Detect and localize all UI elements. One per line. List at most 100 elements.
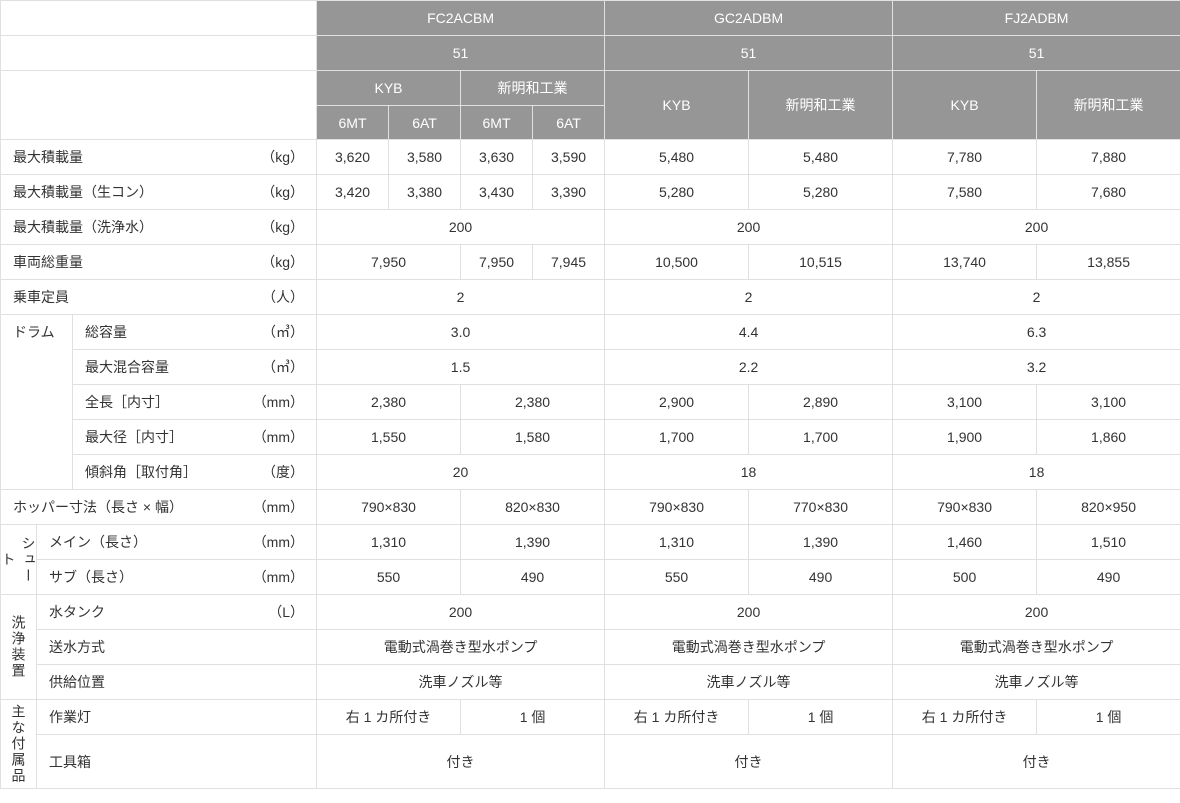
cell: 5,280 [749,175,893,210]
cell: 洗車ノズル等 [317,665,605,700]
cell: 1,460 [893,525,1037,560]
cell: 1,700 [749,420,893,455]
cell: 付き [317,735,605,789]
cell: 13,740 [893,245,1037,280]
model-fj: FJ2ADBM [893,1,1180,36]
cell: 1,860 [1037,420,1180,455]
cell: 1,390 [461,525,605,560]
cell: 2,380 [317,385,461,420]
cell: 550 [317,560,461,595]
trans-kyb-mt: 6MT [317,106,389,140]
label-drum-total: 総容量（㎥） [73,315,317,350]
label-wash-tank: 水タンク （L） [37,595,317,630]
label-acc: 主な付属品 [1,700,37,789]
cell: 200 [317,210,605,245]
label-text: 最大径［内寸］ [85,429,183,445]
cell: 7,945 [533,245,605,280]
row-chute-sub: サブ（長さ）（mm） 550 490 550 490 500 490 [1,560,1180,595]
cell: 電動式渦巻き型水ポンプ [317,630,605,665]
label-text: 最大積載量（生コン） [13,184,153,200]
cell: 付き [893,735,1180,789]
unit-text: （人） [262,287,304,307]
unit-text: （mm） [253,392,304,412]
row-drum-total: ドラム 総容量（㎥） 3.0 4.4 6.3 [1,315,1180,350]
unit-text: （度） [262,462,304,482]
cell: 3,580 [389,140,461,175]
unit-text: （kg） [261,147,304,167]
cell: 490 [1037,560,1180,595]
cell: 2,380 [461,385,605,420]
cell: 3,100 [1037,385,1180,420]
cell: 820×830 [461,490,605,525]
cell: 1 個 [749,700,893,735]
cell: 3,620 [317,140,389,175]
label-text: 最大積載量（洗浄水） [13,219,153,235]
cell: 1,310 [317,525,461,560]
row-drum-mix: 最大混合容量（㎥） 1.5 2.2 3.2 [1,350,1180,385]
row-chute-main: シュート メイン（長さ）（mm） 1,310 1,390 1,310 1,390… [1,525,1180,560]
cell: 1,550 [317,420,461,455]
cell: 1.5 [317,350,605,385]
cell: 7,780 [893,140,1037,175]
label-text: ホッパー寸法（長さ × 幅） [13,499,183,515]
row-max-load-water: 最大積載量（洗浄水）（kg） 200 200 200 [1,210,1180,245]
cell: 5,480 [749,140,893,175]
cell: 1,580 [461,420,605,455]
cell: 3,380 [389,175,461,210]
unit-text: （㎥） [262,322,304,342]
label-body-maker: 架装メーカー [1,71,317,140]
label-chute: シュート [1,525,37,595]
cell: 7,580 [893,175,1037,210]
label-acc-light: 作業灯 [37,700,317,735]
label-drum-len: 全長［内寸］ （mm） [73,385,317,420]
label-text: 最大混合容量 [85,359,169,375]
cell: 3.0 [317,315,605,350]
cell: 7,950 [461,245,533,280]
row-drum-diam: 最大径［内寸］（mm） 1,550 1,580 1,700 1,700 1,90… [1,420,1180,455]
cell: 1,310 [605,525,749,560]
row-max-load-concrete: 最大積載量（生コン）（kg） 3,420 3,380 3,430 3,390 5… [1,175,1180,210]
cell: 3,390 [533,175,605,210]
label-max-load: 最大積載量（kg） [1,140,317,175]
trans-kyb-at: 6AT [389,106,461,140]
row-body-code: ボデーコード 51 51 51 [1,36,1180,71]
label-text: 傾斜角［取付角］ [85,464,197,480]
cell: 10,500 [605,245,749,280]
row-hopper: ホッパー寸法（長さ × 幅）（mm） 790×830 820×830 790×8… [1,490,1180,525]
cell: 3,430 [461,175,533,210]
label-text: 車両総重量 [13,254,83,270]
cell: 7,880 [1037,140,1180,175]
cell: 550 [605,560,749,595]
cell: 3,420 [317,175,389,210]
cell: 4.4 [605,315,893,350]
cell: 洗車ノズル等 [605,665,893,700]
row-capacity: 乗車定員（人） 2 2 2 [1,280,1180,315]
maker-fc-shinmei: 新明和工業 [461,71,605,106]
label-text: 全長［内寸］ [85,394,169,410]
cell: 770×830 [749,490,893,525]
trans-shinmei-at: 6AT [533,106,605,140]
label-chute-sub: サブ（長さ）（mm） [37,560,317,595]
row-drum-len: 全長［内寸］（mm） 2,380 2,380 2,900 2,890 3,100… [1,385,1180,420]
cell: 1 個 [461,700,605,735]
label-text: メイン（長さ） [49,534,147,550]
cell: 500 [893,560,1037,595]
row-wash-pos: 供給位置 洗車ノズル等 洗車ノズル等 洗車ノズル等 [1,665,1180,700]
cell: 右 1 カ所付き [317,700,461,735]
unit-text: （kg） [261,217,304,237]
unit-text: （L） [268,602,304,622]
label-chute-main: メイン（長さ）（mm） [37,525,317,560]
model-gc: GC2ADBM [605,1,893,36]
cell: 790×830 [893,490,1037,525]
unit-text: （㎥） [262,357,304,377]
unit-text: （mm） [253,427,304,447]
cell: 洗車ノズル等 [893,665,1180,700]
cell: 200 [317,595,605,630]
cell: 13,855 [1037,245,1180,280]
row-acc-light: 主な付属品 作業灯 右 1 カ所付き 1 個 右 1 カ所付き 1 個 右 1 … [1,700,1180,735]
label-text: 水タンク [49,604,105,620]
cell: 電動式渦巻き型水ポンプ [605,630,893,665]
label-gvw: 車両総重量（kg） [1,245,317,280]
cell: 10,515 [749,245,893,280]
cell: 右 1 カ所付き [893,700,1037,735]
